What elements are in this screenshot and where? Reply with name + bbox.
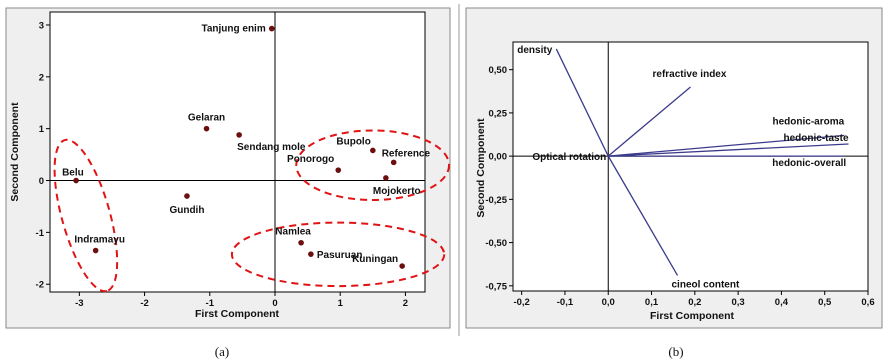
x-tick-label: -2 <box>140 298 148 309</box>
score-plot-y-axis-title: Second Component <box>9 102 21 202</box>
y-tick-label: 0 <box>39 176 44 187</box>
cluster-ellipse-1 <box>53 138 119 293</box>
loading-vector-density <box>555 48 609 157</box>
score-point-label: Namlea <box>275 227 311 238</box>
score-point-mojokerto <box>383 175 389 181</box>
x-tick-label: 1 <box>338 298 344 309</box>
score-point-tanjung-enim <box>268 25 275 32</box>
y-tick-label: 1 <box>39 124 45 135</box>
loading-vector-hedonic-taste <box>608 143 849 157</box>
cluster-ellipses <box>53 129 451 293</box>
y-tick-label: -2 <box>36 280 44 291</box>
score-point-ponorogo <box>335 167 342 173</box>
score-point-label: Sendang mole <box>237 142 306 153</box>
score-point-kuningan <box>399 263 405 269</box>
score-point-gundih <box>184 193 190 199</box>
score-point-reference <box>390 159 397 166</box>
x-tick-label: -0,2 <box>513 297 529 308</box>
score-point-sendang-mole <box>236 132 242 138</box>
loading-vector-refractive-index <box>607 86 691 157</box>
y-tick-label: 3 <box>39 20 44 31</box>
score-point-pasuruan <box>308 251 314 257</box>
score-point-label: Indramayu <box>74 235 125 246</box>
loading-plot-ticks: -0,2 -0,1 0,0 0,1 0,2 0,3 0,4 0,5 0,6 -0,75 -0,50 -… <box>485 65 874 308</box>
score-point-belu <box>73 177 79 184</box>
score-point-label: Kuningan <box>352 254 398 265</box>
y-tick-label: -1 <box>36 228 45 239</box>
loading-vector-cineol-content <box>607 155 679 276</box>
score-point-label: Pasuruan <box>317 250 363 261</box>
loading-vector-label: hedonic-taste <box>784 133 849 144</box>
y-tick-label: -0,25 <box>485 195 507 206</box>
loading-vector-label: Optical rotation <box>532 152 606 163</box>
score-point-namlea <box>298 239 304 246</box>
score-point-label: Bupolo <box>336 136 370 147</box>
loading-plot-area <box>512 41 869 292</box>
x-tick-label: 0,6 <box>861 297 874 308</box>
y-tick-label: -0,50 <box>485 238 507 249</box>
x-tick-label: -3 <box>75 298 83 309</box>
score-plot-x-axis-title: First Component <box>195 308 279 320</box>
x-tick-label: 0 <box>272 298 277 309</box>
score-point-label: Gundih <box>169 205 204 216</box>
score-point-label: Ponorogo <box>287 154 334 165</box>
y-tick-label: -0,75 <box>485 281 507 292</box>
loading-vector-label: cineol content <box>672 279 740 290</box>
x-tick-label: -1 <box>206 298 215 309</box>
y-tick-label: 0,25 <box>489 108 508 119</box>
x-tick-label: -0,1 <box>557 297 574 308</box>
score-point-gelaran <box>203 125 210 132</box>
x-tick-label: 0,1 <box>645 297 659 308</box>
loading-vector-label: density <box>517 45 552 56</box>
loading-vector-label: refractive index <box>653 69 727 80</box>
loading-vector-hedonic-aroma <box>608 134 845 157</box>
x-tick-label: 0,4 <box>775 297 789 308</box>
score-plot-panel: -3 -2 -1 0 1 2 -2 -1 0 1 2 3 Tanjung enim Gelaran Sen… <box>5 7 451 329</box>
loading-vectors: density refractive index hedonic-aroma hedo… <box>517 45 849 291</box>
loading-plot-y-axis-title: Second Component <box>475 118 487 218</box>
cluster-ellipse-3 <box>230 221 446 288</box>
score-point-label: Tanjung enim <box>201 24 265 35</box>
cluster-ellipse-2 <box>295 129 451 202</box>
score-point-label: Reference <box>382 148 431 159</box>
caption-b: (b) <box>668 344 683 359</box>
y-tick-label: 2 <box>39 72 44 83</box>
y-tick-label: 0,00 <box>489 152 508 163</box>
y-tick-label: 0,50 <box>489 65 508 76</box>
loading-vector-label: hedonic-overall <box>772 158 846 169</box>
x-tick-label: 0,0 <box>602 297 615 308</box>
score-plot-ticks: -3 -2 -1 0 1 2 -2 -1 0 1 2 3 <box>36 20 409 309</box>
x-tick-label: 2 <box>403 298 408 309</box>
loading-plot-panel: -0,2 -0,1 0,0 0,1 0,2 0,3 0,4 0,5 0,6 -0,75 -0,50 -… <box>465 7 883 329</box>
caption-a: (a) <box>215 344 229 359</box>
loading-vector-label: hedonic-aroma <box>773 116 845 127</box>
x-tick-label: 0,3 <box>732 297 745 308</box>
score-point-indramayu <box>92 247 99 254</box>
score-point-label: Belu <box>62 168 84 179</box>
score-point-label: Gelaran <box>188 113 225 124</box>
score-point-label: Mojokerto <box>373 186 421 197</box>
x-tick-label: 0,5 <box>818 297 832 308</box>
score-point-bupolo <box>370 147 376 154</box>
score-points: Tanjung enim Gelaran Sendang mole Bupolo Ref… <box>62 24 430 269</box>
loading-plot-x-axis-title: First Component <box>650 310 734 322</box>
x-tick-label: 0,2 <box>688 297 701 308</box>
